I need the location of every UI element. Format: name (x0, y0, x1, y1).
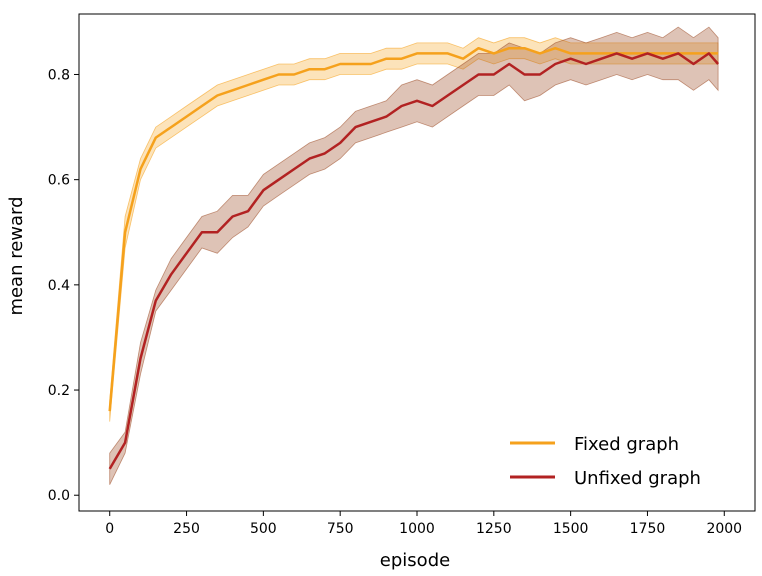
x-tick-label: 500 (250, 521, 277, 537)
x-tick-label: 1750 (630, 521, 666, 537)
x-tick-label: 0 (105, 521, 114, 537)
band-unfixed-graph (109, 26, 719, 485)
x-tick-label: 1000 (399, 521, 435, 537)
y-tick-label: 0.8 (48, 67, 70, 83)
y-tick-label: 0.6 (48, 173, 70, 189)
y-axis-label: mean reward (6, 196, 27, 315)
x-tick-label: 250 (173, 521, 200, 537)
y-axis-ticks: 0.0 0.2 0.4 0.6 0.8 (48, 67, 79, 504)
legend-label-fixed-graph: Fixed graph (574, 434, 679, 455)
series-line-fixed-graph (108, 46, 719, 412)
x-axis-label: episode (380, 550, 450, 571)
y-tick-label: 0.4 (48, 278, 70, 294)
legend: Fixed graph Unfixed graph (510, 434, 701, 489)
x-tick-label: 1250 (476, 521, 512, 537)
x-axis-ticks: 0 250 500 750 1000 1250 1500 1750 2000 (105, 511, 742, 537)
series-lines (108, 46, 720, 470)
legend-label-unfixed-graph: Unfixed graph (574, 468, 701, 489)
y-tick-label: 0.2 (48, 383, 70, 399)
x-tick-label: 2000 (706, 521, 742, 537)
x-tick-label: 750 (327, 521, 354, 537)
series-line-unfixed-graph (108, 52, 720, 470)
x-tick-label: 1500 (553, 521, 589, 537)
y-tick-label: 0.0 (48, 488, 70, 504)
confidence-bands (109, 26, 719, 485)
